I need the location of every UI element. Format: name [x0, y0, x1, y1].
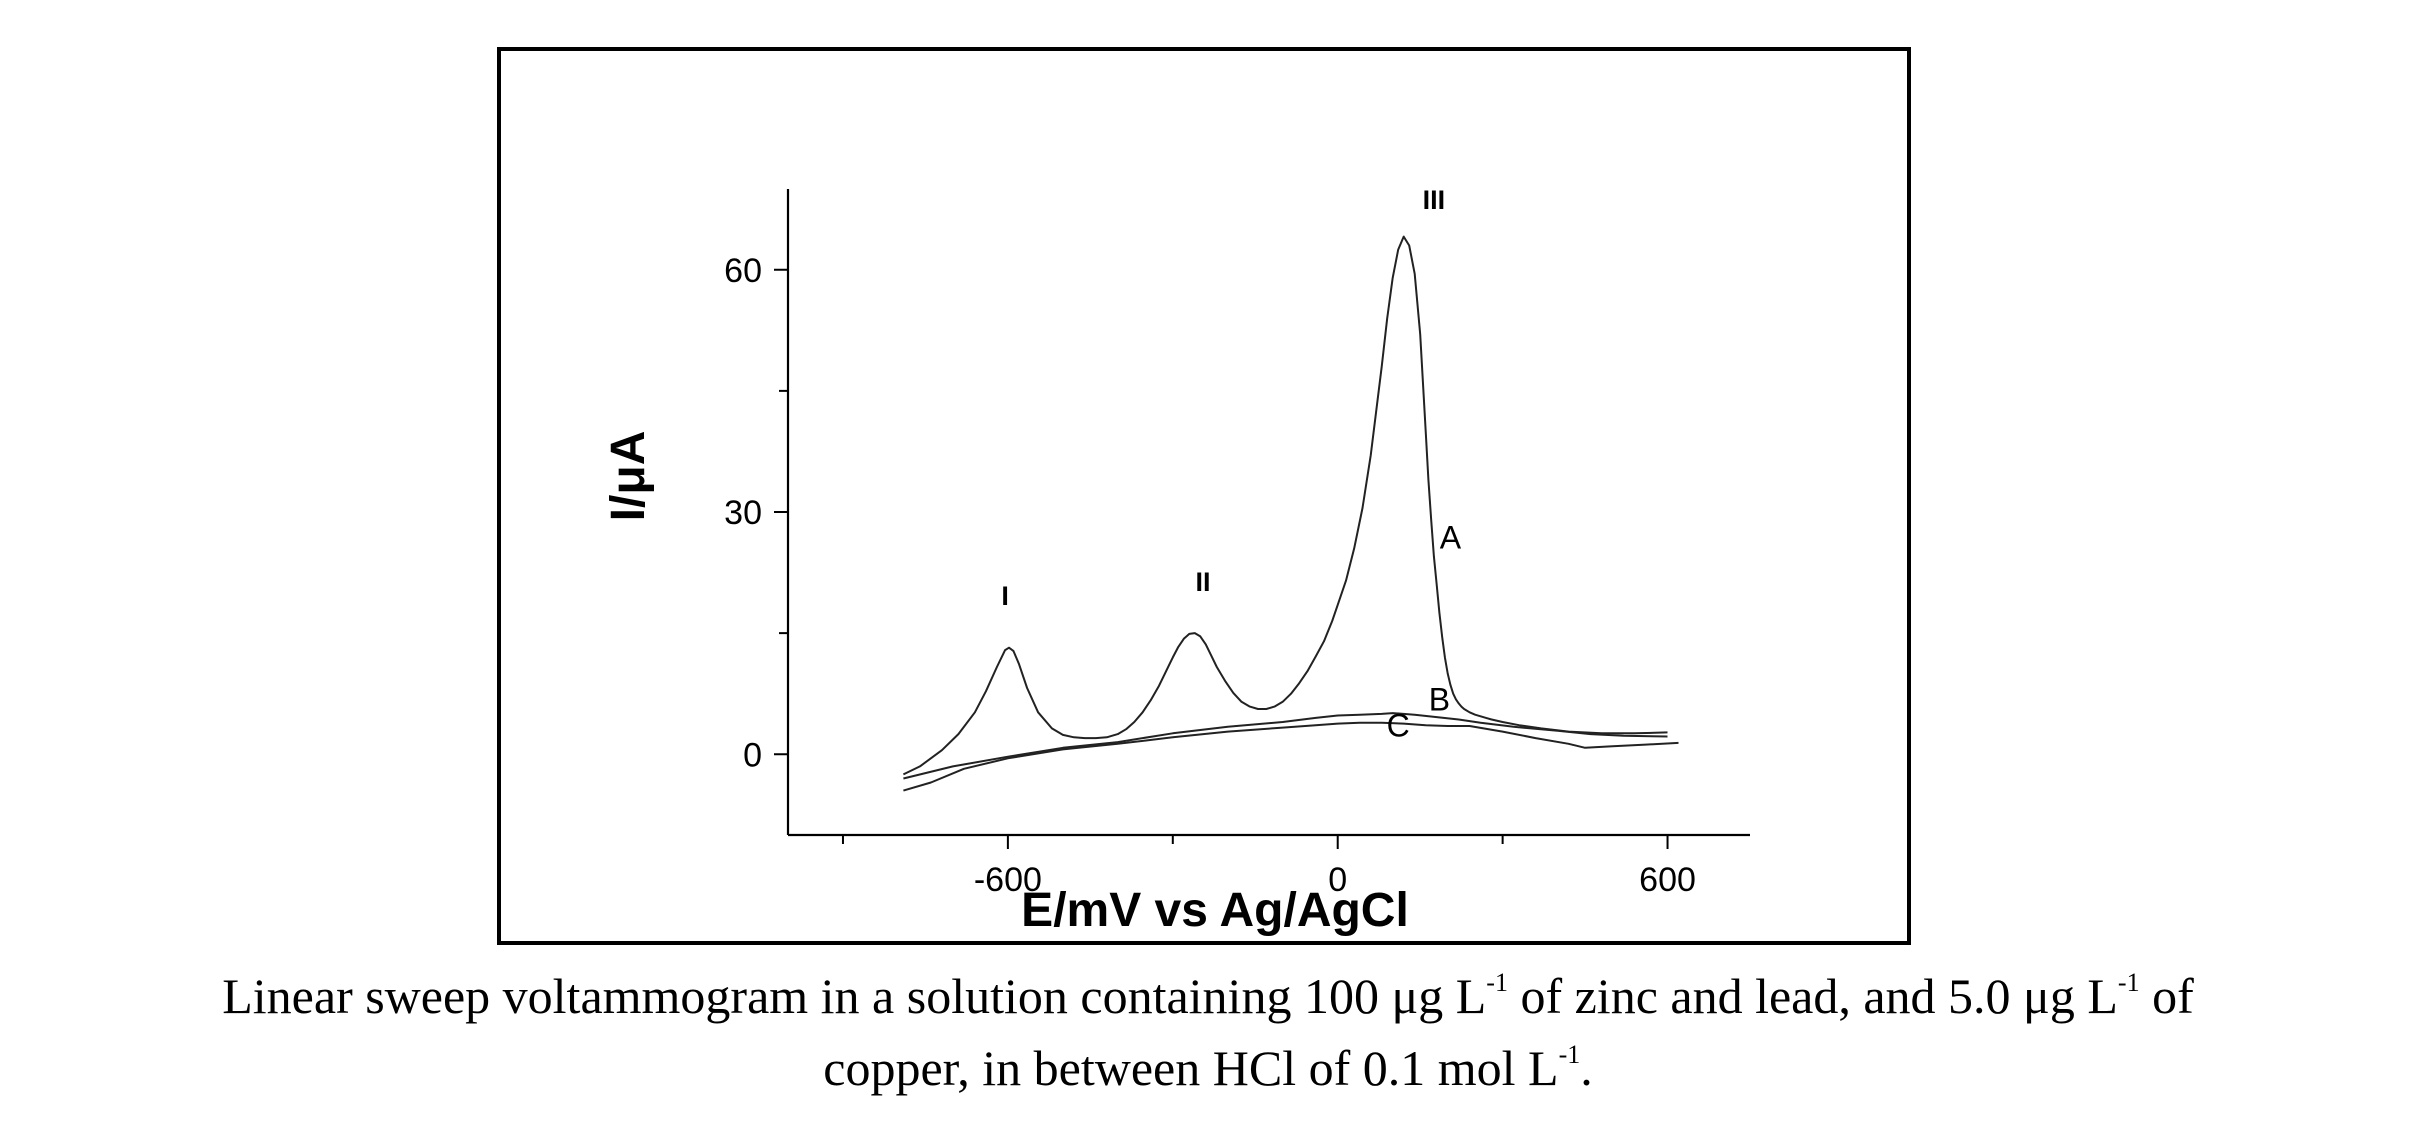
peak-label: III: [1423, 185, 1446, 215]
curve-label-b: B: [1429, 682, 1450, 718]
y-tick-label: 60: [724, 252, 762, 290]
caption-sup-2: -1: [2117, 968, 2140, 997]
caption-text-3: of: [2139, 968, 2194, 1024]
caption-text-4: copper, in between HCl of 0.1 mol L: [823, 1040, 1559, 1096]
series-line-a: [902, 235, 1668, 776]
series-line-c: [903, 721, 1679, 792]
x-tick-label: 0: [1328, 861, 1347, 899]
caption-text-5: .: [1580, 1040, 1593, 1096]
y-tick-label: 30: [724, 494, 762, 532]
peak-label: II: [1196, 567, 1211, 597]
caption-text-2: of zinc and lead, and 5.0 μg L: [1507, 968, 2118, 1024]
x-axis-title: E/mV vs Ag/AgCl: [1021, 884, 1409, 937]
x-tick-label: -600: [974, 861, 1042, 899]
x-tick-label: 600: [1639, 861, 1696, 899]
caption-sup-3: -1: [1558, 1040, 1581, 1069]
peak-label: I: [1001, 581, 1009, 611]
caption-text-1: Linear sweep voltammogram in a solution …: [222, 968, 1487, 1024]
y-axis-title: I/μA: [602, 431, 655, 522]
curve-label-c: C: [1387, 707, 1410, 743]
curve-label-a: A: [1440, 519, 1462, 555]
figure-frame: -600 0 600 0 30 60 E/mV vs Ag/AgCl I/μA I II III A B…: [497, 47, 1911, 945]
caption-sup-1: -1: [1486, 968, 1508, 997]
series-line-b: [903, 712, 1668, 780]
y-tick-label: 0: [743, 736, 762, 774]
figure-caption: Linear sweep voltammogram in a solution …: [0, 960, 2416, 1104]
